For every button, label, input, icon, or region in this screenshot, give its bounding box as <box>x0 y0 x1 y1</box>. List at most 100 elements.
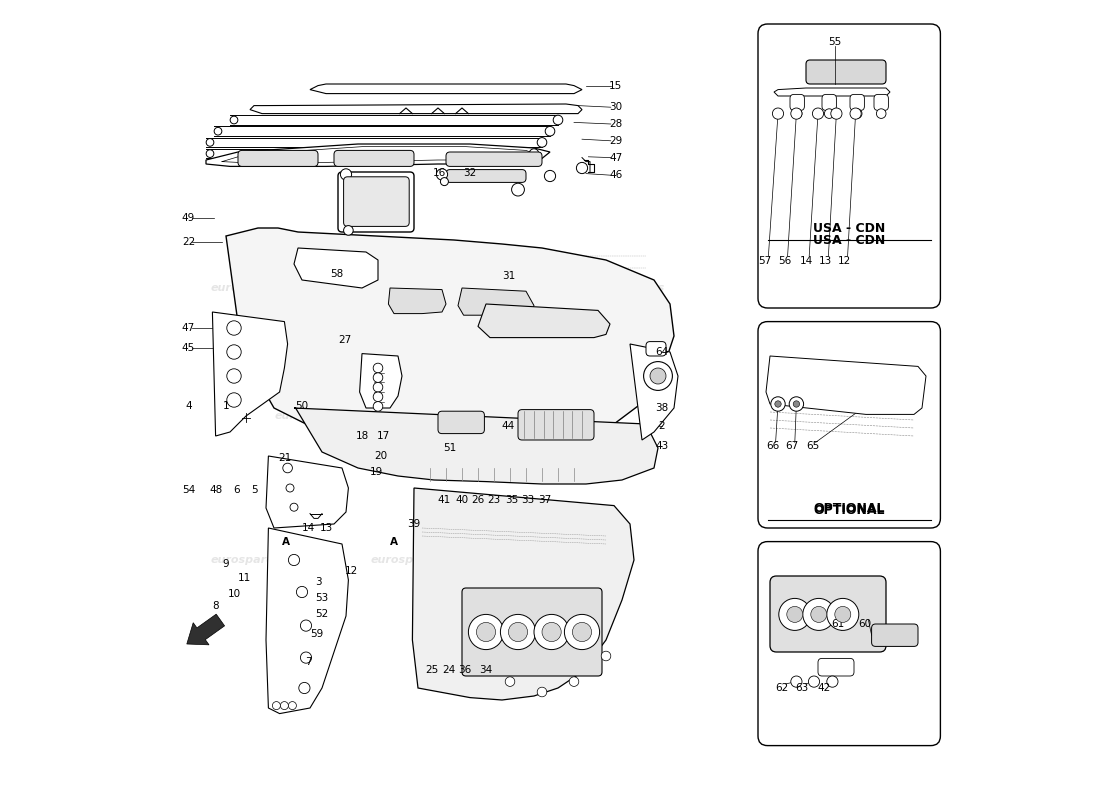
Text: 18: 18 <box>356 431 370 441</box>
Text: 44: 44 <box>502 421 515 430</box>
Circle shape <box>508 622 528 642</box>
Circle shape <box>299 682 310 694</box>
Circle shape <box>553 115 563 125</box>
Polygon shape <box>266 456 349 528</box>
Text: 23: 23 <box>487 495 500 505</box>
Circle shape <box>440 178 449 186</box>
Circle shape <box>227 345 241 359</box>
Polygon shape <box>412 488 634 700</box>
FancyBboxPatch shape <box>238 150 318 166</box>
Circle shape <box>602 651 610 661</box>
Text: eurospares: eurospares <box>554 411 625 421</box>
Circle shape <box>500 614 536 650</box>
FancyBboxPatch shape <box>758 542 940 746</box>
Circle shape <box>227 393 241 407</box>
FancyBboxPatch shape <box>758 24 940 308</box>
Circle shape <box>206 138 213 146</box>
Circle shape <box>206 150 213 158</box>
Circle shape <box>343 226 353 235</box>
Text: USA - CDN: USA - CDN <box>813 234 886 246</box>
Text: 36: 36 <box>459 666 472 675</box>
Text: 34: 34 <box>480 666 493 675</box>
Circle shape <box>824 109 834 118</box>
Polygon shape <box>388 288 446 314</box>
Circle shape <box>786 606 803 622</box>
FancyBboxPatch shape <box>518 410 594 440</box>
Text: 13: 13 <box>319 523 332 533</box>
Text: eurospares: eurospares <box>595 283 666 293</box>
Circle shape <box>227 369 241 383</box>
Circle shape <box>505 677 515 686</box>
Circle shape <box>852 109 862 118</box>
FancyBboxPatch shape <box>822 94 836 110</box>
Text: eurospares: eurospares <box>515 555 585 565</box>
Text: 13: 13 <box>818 256 832 266</box>
Text: OPTIONAL: OPTIONAL <box>814 502 884 514</box>
Text: 41: 41 <box>438 495 451 505</box>
FancyBboxPatch shape <box>446 170 526 182</box>
Text: 55: 55 <box>828 37 842 46</box>
Circle shape <box>227 321 241 335</box>
FancyBboxPatch shape <box>446 152 542 166</box>
Text: 53: 53 <box>316 594 329 603</box>
Text: 42: 42 <box>817 683 830 693</box>
Circle shape <box>803 598 835 630</box>
Text: 11: 11 <box>238 573 251 582</box>
Circle shape <box>779 598 811 630</box>
Text: 5: 5 <box>251 485 257 494</box>
FancyBboxPatch shape <box>334 150 414 166</box>
Circle shape <box>789 397 804 411</box>
Circle shape <box>835 606 850 622</box>
FancyBboxPatch shape <box>646 342 666 356</box>
Text: 61: 61 <box>832 619 845 629</box>
FancyBboxPatch shape <box>462 588 602 676</box>
Text: 2: 2 <box>659 422 666 431</box>
Circle shape <box>808 676 820 687</box>
Circle shape <box>791 676 802 687</box>
Text: 39: 39 <box>407 519 420 529</box>
Polygon shape <box>212 312 287 436</box>
Text: 35: 35 <box>505 495 518 505</box>
Circle shape <box>771 397 785 411</box>
Text: 3: 3 <box>315 578 321 587</box>
Text: USA - CDN: USA - CDN <box>813 222 886 235</box>
Text: 14: 14 <box>301 523 315 533</box>
Text: 25: 25 <box>425 666 438 675</box>
Text: 47: 47 <box>609 153 623 162</box>
Text: A: A <box>282 537 290 546</box>
Text: 31: 31 <box>502 271 515 281</box>
Circle shape <box>373 402 383 411</box>
FancyBboxPatch shape <box>438 411 484 434</box>
Text: 37: 37 <box>539 495 552 505</box>
Circle shape <box>290 503 298 511</box>
Circle shape <box>300 652 311 663</box>
Text: 28: 28 <box>609 119 623 129</box>
FancyBboxPatch shape <box>871 624 918 646</box>
Text: 10: 10 <box>228 589 241 598</box>
Text: eurospares: eurospares <box>211 555 282 565</box>
Circle shape <box>296 586 308 598</box>
Text: 49: 49 <box>182 213 195 222</box>
Circle shape <box>280 702 288 710</box>
FancyBboxPatch shape <box>770 576 886 652</box>
Circle shape <box>572 622 592 642</box>
Circle shape <box>373 363 383 373</box>
Text: 62: 62 <box>776 683 789 693</box>
Text: 7: 7 <box>305 658 311 667</box>
Text: 16: 16 <box>433 168 447 178</box>
Text: 19: 19 <box>370 467 383 477</box>
Text: 12: 12 <box>345 566 359 576</box>
Circle shape <box>373 382 383 392</box>
Circle shape <box>576 162 587 174</box>
Circle shape <box>286 484 294 492</box>
Text: 26: 26 <box>472 495 485 505</box>
Text: 15: 15 <box>609 81 623 90</box>
Text: 66: 66 <box>766 442 779 451</box>
Text: 48: 48 <box>209 485 222 494</box>
Circle shape <box>288 702 296 710</box>
Text: 67: 67 <box>785 442 799 451</box>
Text: 38: 38 <box>656 403 669 413</box>
Circle shape <box>537 138 547 147</box>
Circle shape <box>288 554 299 566</box>
FancyBboxPatch shape <box>868 392 916 410</box>
